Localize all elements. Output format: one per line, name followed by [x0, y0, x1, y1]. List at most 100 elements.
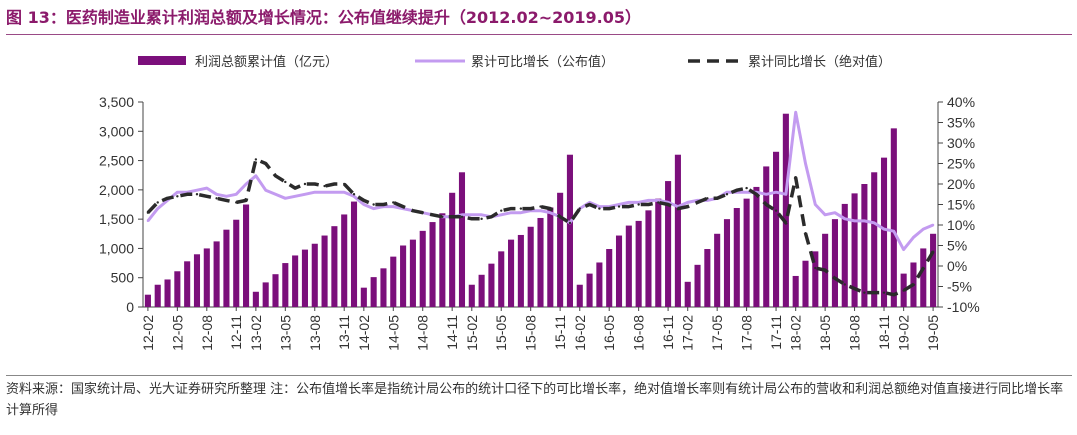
right-tick-label: 10% — [947, 217, 975, 233]
point-absolute-growth — [205, 195, 208, 198]
point-published-growth — [647, 199, 650, 202]
bar-profit-cumulative — [203, 248, 210, 307]
point-absolute-growth — [725, 193, 729, 196]
x-tick-label: 19-02 — [896, 315, 912, 351]
point-absolute-growth — [657, 201, 660, 204]
bar-profit-cumulative — [763, 166, 770, 307]
point-absolute-growth — [637, 203, 640, 206]
point-published-growth — [225, 195, 228, 198]
bar-profit-cumulative — [223, 229, 230, 307]
point-published-growth — [784, 193, 788, 196]
bar-profit-cumulative — [233, 219, 240, 307]
point-absolute-growth — [745, 186, 748, 190]
point-absolute-growth — [411, 209, 415, 212]
point-absolute-growth — [343, 182, 346, 186]
point-absolute-growth — [696, 201, 699, 204]
legend-swatch-bar — [138, 56, 186, 65]
bar-profit-cumulative — [449, 192, 456, 307]
x-tick-label: 12-11 — [228, 315, 244, 350]
point-absolute-growth — [912, 283, 915, 286]
point-absolute-growth — [578, 207, 581, 210]
point-published-growth — [725, 191, 729, 194]
point-absolute-growth — [608, 207, 611, 210]
point-published-growth — [156, 207, 159, 210]
bar-profit-cumulative — [390, 256, 397, 307]
point-absolute-growth — [784, 221, 788, 225]
bar-profit-cumulative — [517, 234, 524, 307]
bar-profit-cumulative — [645, 210, 652, 307]
point-published-growth — [244, 182, 248, 186]
right-tick-label: 30% — [947, 135, 975, 151]
point-absolute-growth — [146, 211, 150, 214]
point-published-growth — [853, 219, 856, 223]
bar-profit-cumulative — [674, 154, 681, 307]
bar-profit-cumulative — [576, 284, 583, 307]
figure-title: 图 13：医药制造业累计利润总额及增长情况：公布值继续提升（2012.02~20… — [6, 8, 641, 27]
point-published-growth — [264, 188, 267, 192]
bar-profit-cumulative — [586, 273, 593, 307]
bar-profit-cumulative — [547, 207, 554, 307]
bar-profit-cumulative — [301, 249, 308, 307]
point-absolute-growth — [794, 176, 797, 180]
x-tick-label: 19-05 — [925, 315, 941, 351]
bar-profit-cumulative — [174, 271, 181, 307]
point-published-growth — [627, 201, 631, 204]
right-tick-label: 40% — [947, 94, 975, 110]
point-absolute-growth — [470, 217, 473, 221]
right-tick-label: 20% — [947, 176, 975, 192]
point-absolute-growth — [195, 193, 199, 196]
point-absolute-growth — [284, 180, 287, 184]
point-absolute-growth — [441, 215, 444, 218]
point-published-growth — [902, 248, 905, 251]
point-published-growth — [480, 213, 483, 216]
point-published-growth — [352, 195, 356, 198]
point-absolute-growth — [519, 207, 523, 210]
point-absolute-growth — [588, 203, 591, 206]
bar-profit-cumulative — [782, 113, 789, 307]
left-tick-label: 1,500 — [99, 211, 134, 227]
point-published-growth — [146, 219, 150, 223]
source-note: 资料来源：国家统计局、光大证券研究所整理 注：公布值增长率是指统计局公布的统计口… — [6, 382, 1064, 418]
point-absolute-growth — [225, 199, 228, 202]
point-published-growth — [882, 227, 886, 231]
x-tick-label: 17-11 — [768, 315, 784, 350]
bar-profit-cumulative — [409, 239, 416, 307]
bar-profit-cumulative — [704, 249, 711, 307]
bar-profit-cumulative — [252, 291, 259, 307]
point-published-growth — [549, 211, 552, 214]
bar-profit-cumulative — [154, 284, 161, 307]
bar-profit-cumulative — [144, 294, 151, 307]
bar-profit-cumulative — [871, 172, 878, 307]
left-tick-label: 3,500 — [99, 94, 134, 110]
bar-profit-cumulative — [262, 282, 269, 307]
point-absolute-growth — [922, 266, 925, 270]
bar-profit-cumulative — [439, 213, 446, 307]
bar-profit-cumulative — [733, 208, 740, 307]
bar-profit-cumulative — [890, 128, 897, 307]
point-published-growth — [235, 193, 238, 196]
point-published-growth — [598, 205, 601, 208]
x-tick-label: 13-08 — [307, 315, 323, 351]
point-published-growth — [392, 205, 395, 208]
point-absolute-growth — [823, 268, 827, 272]
x-tick-label: 14-11 — [444, 315, 460, 350]
bar-profit-cumulative — [537, 217, 544, 307]
point-published-growth — [274, 193, 277, 196]
bar-profit-cumulative — [596, 262, 603, 307]
right-tick-label: 25% — [947, 156, 975, 172]
point-published-growth — [509, 211, 513, 214]
point-published-growth — [794, 111, 797, 114]
point-absolute-growth — [549, 207, 552, 210]
x-tick-label: 12-05 — [169, 315, 185, 351]
point-absolute-growth — [735, 188, 738, 192]
point-absolute-growth — [882, 291, 886, 294]
point-published-growth — [372, 207, 375, 210]
point-absolute-growth — [372, 203, 375, 206]
bar-profit-cumulative — [557, 192, 564, 307]
point-absolute-growth — [539, 205, 542, 208]
point-absolute-growth — [892, 293, 896, 296]
point-absolute-growth — [274, 174, 277, 177]
bar-profit-cumulative — [321, 235, 328, 307]
right-tick-label: -5% — [947, 279, 972, 295]
point-published-growth — [284, 197, 287, 200]
